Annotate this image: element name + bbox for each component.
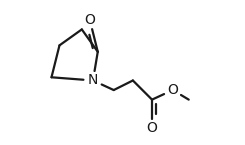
Text: N: N: [88, 74, 98, 87]
Text: O: O: [147, 121, 158, 135]
Text: O: O: [167, 83, 178, 97]
Text: O: O: [84, 13, 95, 27]
